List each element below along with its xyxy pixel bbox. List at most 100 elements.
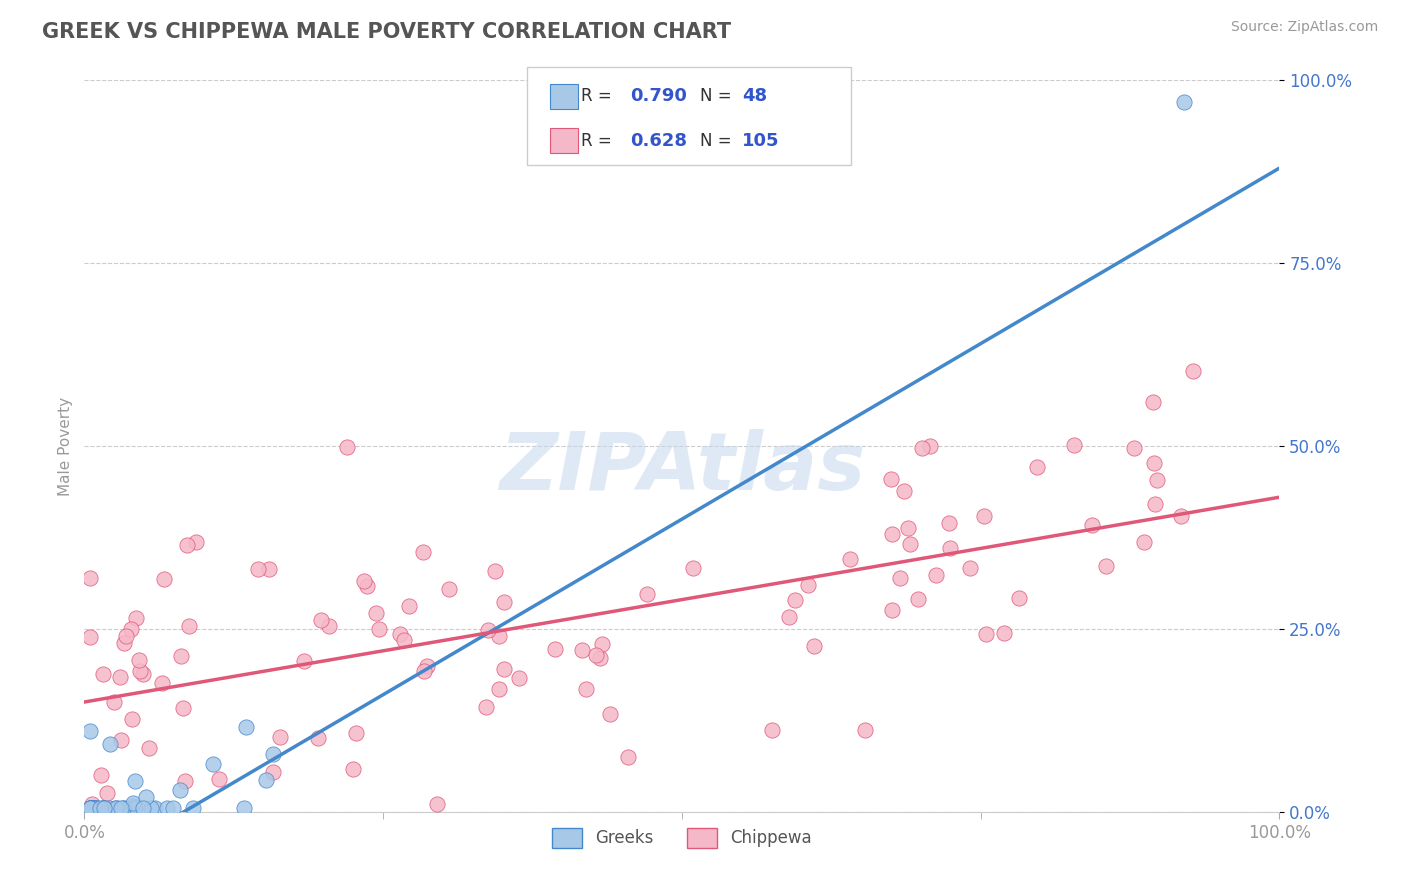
Point: [79, 724, 101, 739]
Point: [97, 801, 120, 815]
Point: [880, 527, 903, 541]
Point: [591, 637, 613, 651]
Point: [138, 740, 160, 755]
Point: [181, 801, 204, 815]
Point: [91, 801, 114, 815]
Point: [778, 610, 800, 624]
Point: [959, 560, 981, 574]
Point: [89, 801, 111, 815]
Point: [488, 629, 510, 643]
Point: [1146, 473, 1168, 487]
Point: [426, 797, 449, 812]
Point: [79, 801, 101, 815]
Point: [413, 664, 436, 678]
Point: [93, 801, 115, 815]
Point: [1142, 394, 1164, 409]
Text: 0.790: 0.790: [630, 87, 686, 105]
Point: [110, 670, 132, 684]
Text: N =: N =: [700, 132, 737, 150]
Point: [682, 561, 704, 575]
Text: GREEK VS CHIPPEWA MALE POVERTY CORRELATION CHART: GREEK VS CHIPPEWA MALE POVERTY CORRELATI…: [42, 22, 731, 42]
Point: [893, 484, 915, 499]
Point: [973, 509, 995, 524]
Point: [86, 801, 108, 815]
Point: [129, 664, 152, 678]
Point: [318, 618, 340, 632]
Point: [797, 578, 820, 592]
Point: [112, 636, 135, 650]
Point: [1142, 457, 1164, 471]
Point: [120, 622, 142, 636]
Text: 0.628: 0.628: [630, 132, 688, 150]
Point: [342, 762, 364, 776]
Point: [920, 439, 942, 453]
Point: [1081, 518, 1104, 533]
Point: [80, 797, 103, 812]
Point: [122, 801, 145, 815]
Point: [176, 538, 198, 552]
Point: [389, 627, 412, 641]
Point: [416, 659, 439, 673]
Point: [139, 801, 162, 815]
Point: [783, 592, 806, 607]
Text: R =: R =: [581, 87, 617, 105]
Point: [98, 737, 121, 751]
Point: [262, 747, 284, 761]
Point: [90, 767, 112, 781]
Point: [880, 472, 903, 486]
Point: [170, 648, 193, 663]
Point: [184, 535, 207, 549]
Point: [1122, 441, 1144, 455]
Point: [1143, 497, 1166, 511]
Point: [169, 783, 191, 797]
Point: [128, 653, 150, 667]
Point: [135, 790, 157, 805]
Point: [939, 541, 962, 555]
Point: [91, 666, 114, 681]
Point: [367, 622, 389, 636]
Point: [257, 562, 280, 576]
Point: [112, 801, 135, 815]
Point: [366, 606, 388, 620]
Point: [132, 801, 155, 815]
Point: [84, 801, 107, 815]
Point: [93, 801, 115, 815]
Point: [761, 723, 783, 738]
Point: [589, 651, 612, 665]
Point: [488, 682, 510, 697]
Point: [103, 695, 125, 709]
Point: [172, 700, 194, 714]
Point: [121, 712, 143, 726]
Text: N =: N =: [700, 87, 737, 105]
Point: [889, 570, 911, 584]
Point: [492, 662, 515, 676]
Point: [104, 801, 127, 815]
Point: [269, 730, 291, 744]
Point: [336, 440, 359, 454]
Text: Source: ZipAtlas.com: Source: ZipAtlas.com: [1230, 20, 1378, 34]
Point: [897, 521, 920, 535]
Point: [202, 757, 225, 772]
Point: [911, 441, 934, 455]
Point: [124, 801, 146, 815]
Point: [132, 667, 155, 681]
Point: [82, 801, 104, 815]
Point: [93, 801, 115, 815]
Point: [110, 733, 132, 747]
Point: [254, 772, 277, 787]
Point: [104, 801, 127, 815]
Text: 105: 105: [742, 132, 780, 150]
Point: [80, 801, 103, 815]
Point: [492, 595, 515, 609]
Point: [1008, 591, 1031, 606]
Point: [1132, 534, 1154, 549]
Point: [925, 567, 948, 582]
Point: [585, 648, 607, 662]
Point: [484, 564, 506, 578]
Point: [353, 574, 375, 588]
Point: [575, 682, 598, 697]
Point: [475, 700, 498, 714]
Point: [599, 706, 621, 721]
Point: [91, 801, 114, 815]
Point: [1026, 459, 1049, 474]
